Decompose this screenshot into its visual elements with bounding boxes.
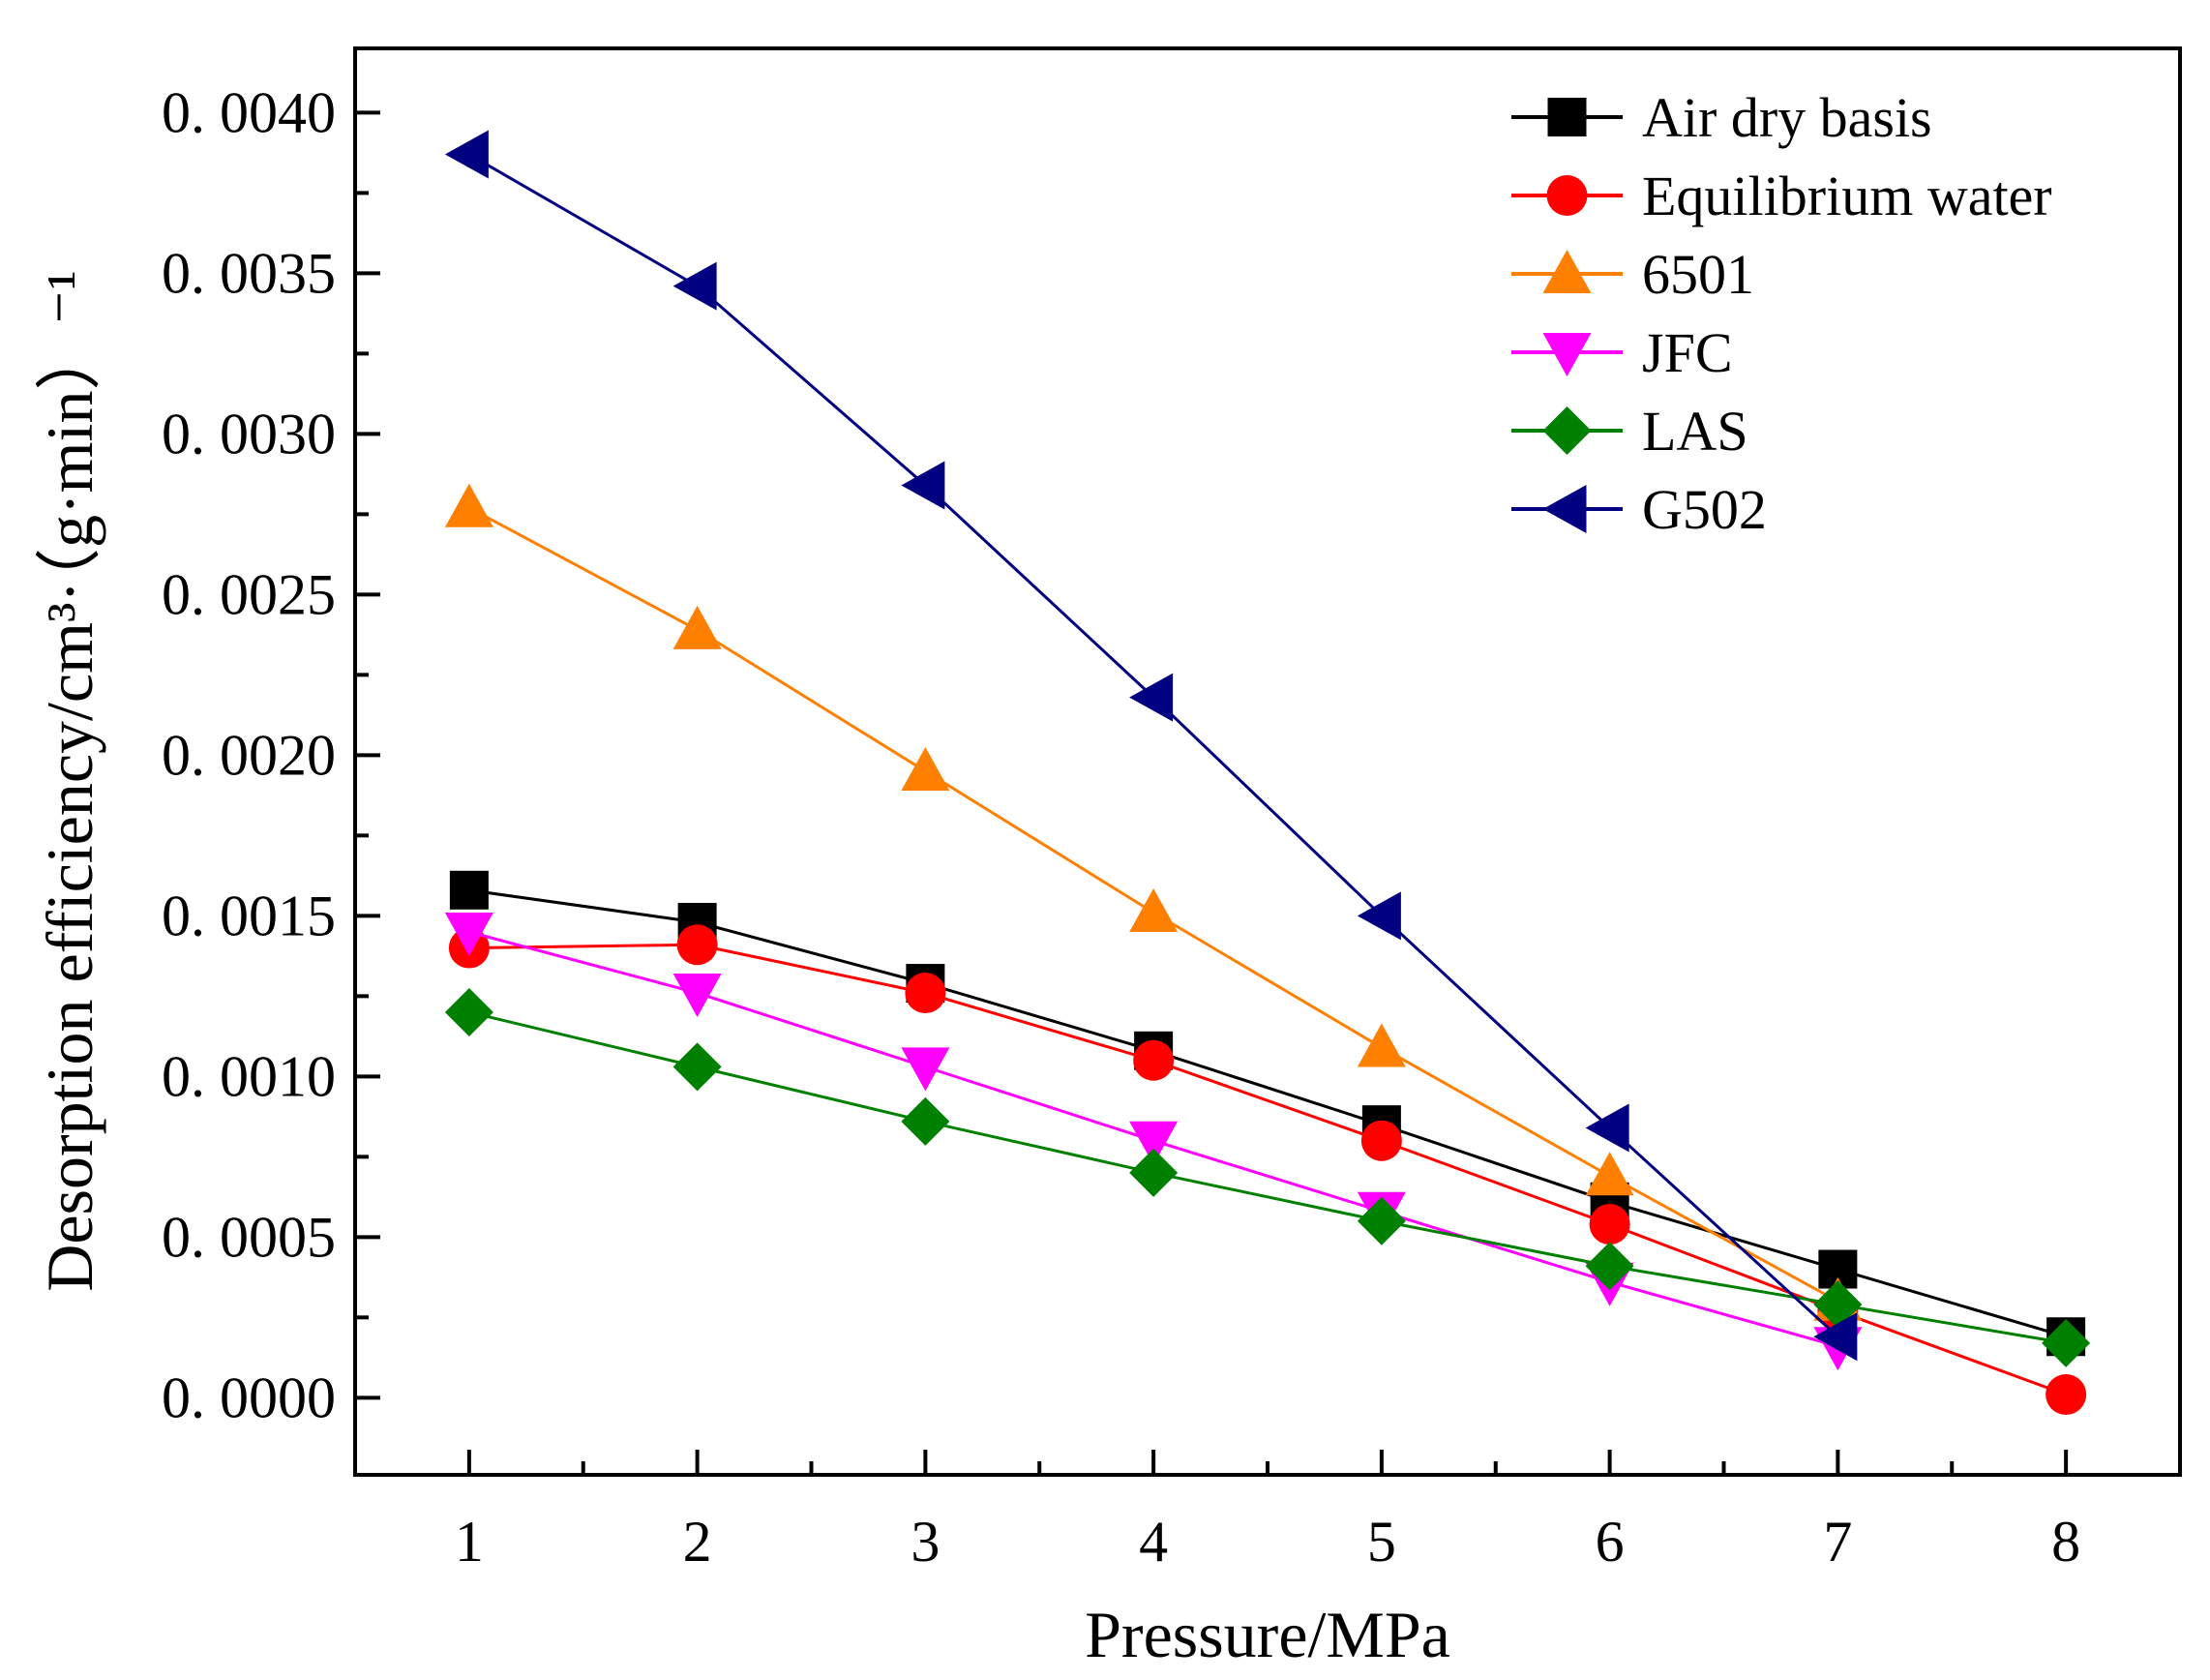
data-point	[1813, 1312, 1858, 1362]
legend-item: G502	[1511, 478, 1767, 541]
x-tick-label: 6	[1596, 1510, 1625, 1574]
legend-marker	[1547, 98, 1587, 136]
data-point	[905, 973, 946, 1014]
y-tick-label: 0. 0005	[162, 1205, 336, 1269]
y-tick-label: 0. 0025	[162, 562, 336, 626]
legend-label: Air dry basis	[1642, 86, 1932, 149]
x-axis-title: Pressure/MPa	[1085, 1598, 1450, 1671]
data-point	[444, 987, 493, 1036]
data-point	[901, 1047, 950, 1092]
y-tick-label: 0. 0000	[162, 1365, 336, 1429]
data-point	[901, 1096, 950, 1146]
data-point	[672, 1042, 722, 1092]
data-point	[449, 870, 489, 910]
data-point	[2042, 1318, 2091, 1367]
data-point	[1357, 891, 1401, 941]
legend-label: LAS	[1642, 400, 1748, 463]
x-tick-label: 4	[1139, 1510, 1168, 1574]
data-point	[1129, 1121, 1179, 1165]
data-point	[1133, 1039, 1175, 1081]
legend-item: LAS	[1511, 400, 1748, 463]
data-point	[1129, 1148, 1179, 1197]
y-tick-label: 0. 0015	[162, 884, 336, 947]
x-tick-label: 3	[911, 1510, 940, 1574]
data-point	[1585, 1242, 1634, 1291]
data-point	[1589, 1204, 1630, 1245]
legend-label: Equilibrium water	[1642, 165, 2052, 227]
legend-marker	[1542, 333, 1592, 376]
data-point	[1357, 1023, 1406, 1067]
legend-marker	[1542, 485, 1587, 533]
legend-item: Air dry basis	[1511, 86, 1932, 149]
data-point	[1585, 1103, 1629, 1153]
y-tick-label: 0. 0030	[162, 402, 336, 465]
legend-item: 6501	[1511, 243, 1754, 306]
data-point	[901, 461, 945, 510]
y-tick-label: 0. 0040	[162, 80, 336, 144]
legend-item: Equilibrium water	[1511, 165, 2052, 227]
data-point	[1357, 1196, 1406, 1245]
data-point	[444, 483, 493, 527]
data-point	[1129, 888, 1179, 933]
data-point	[901, 746, 950, 791]
series-3	[444, 912, 1863, 1371]
x-tick-label: 8	[2051, 1510, 2080, 1574]
x-tick-label: 7	[1823, 1510, 1852, 1574]
legend: Air dry basis Equilibrium water 6501 JFC LAS…	[1511, 86, 2052, 541]
y-axis-title: Desorption efficiency/cm³·（g·min）⁻¹	[33, 270, 106, 1291]
data-point	[1360, 1120, 1402, 1161]
y-tick-label: 0. 0020	[162, 723, 336, 787]
legend-marker	[1542, 406, 1592, 455]
legend-label: G502	[1642, 478, 1767, 541]
x-tick-label: 2	[683, 1510, 712, 1574]
x-tick-label: 5	[1367, 1510, 1396, 1574]
data-point	[672, 605, 722, 649]
y-tick-label: 0. 0035	[162, 241, 336, 305]
data-point	[672, 261, 717, 311]
data-point	[444, 130, 489, 179]
plot-frame	[353, 46, 2182, 1477]
series-5	[444, 130, 1858, 1362]
data-point	[2046, 1374, 2087, 1416]
y-tick-label: 0. 0010	[162, 1044, 336, 1108]
series-line	[468, 1010, 2067, 1345]
legend-label: 6501	[1642, 243, 1754, 306]
legend-item: JFC	[1511, 321, 1733, 384]
data-point	[1129, 673, 1174, 722]
data-point	[1585, 1152, 1634, 1196]
series-line	[468, 943, 2067, 1396]
legend-marker	[1546, 175, 1588, 216]
series-4	[444, 987, 2091, 1367]
legend-marker	[1542, 250, 1592, 293]
legend-label: JFC	[1642, 321, 1733, 384]
data-point	[672, 974, 722, 1018]
x-tick-label: 1	[455, 1510, 484, 1574]
series-group	[444, 130, 2091, 1416]
axes: 1 2 3 4 5 6 7 8 0. 0000 0. 0005 0. 0010 0. 0015 0. 0…	[162, 46, 2182, 1574]
data-point	[444, 912, 493, 956]
series-line	[468, 888, 2067, 1338]
data-point	[676, 924, 718, 966]
